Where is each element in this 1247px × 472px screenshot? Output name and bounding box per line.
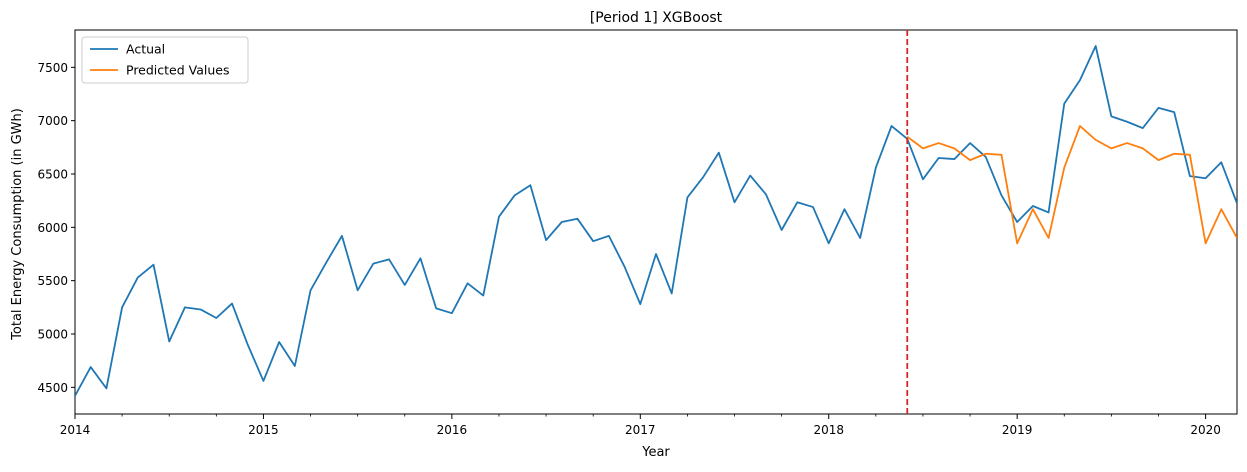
y-tick-label: 6500 xyxy=(37,168,68,182)
series-line-predicted xyxy=(906,125,1237,245)
x-tick-label: 2017 xyxy=(625,423,656,437)
plot-area: 4500 5000 5500 6000 6500 7000 7500 2014 2015 2016… xyxy=(37,29,1238,437)
x-tick-label: 2020 xyxy=(1190,423,1221,437)
legend-label: Predicted Values xyxy=(126,63,230,78)
y-tick-label: 7500 xyxy=(37,61,68,75)
plot-frame xyxy=(74,29,1238,415)
y-tick-label: 5500 xyxy=(37,274,68,288)
y-tick-label: 6000 xyxy=(37,221,68,235)
y-axis-title: Total Energy Consumption (in GWh) xyxy=(10,108,25,341)
y-tick-label: 4500 xyxy=(37,381,68,395)
x-axis-title: Year xyxy=(641,445,670,460)
legend-box xyxy=(81,36,249,84)
x-tick-label: 2019 xyxy=(1002,423,1033,437)
legend: Actual Predicted Values xyxy=(81,36,249,84)
y-tick-label: 7000 xyxy=(37,114,68,128)
y-tick-label: 5000 xyxy=(37,328,68,342)
legend-label: Actual xyxy=(126,42,165,57)
x-tick-label: 2014 xyxy=(60,423,91,437)
x-tick-label: 2015 xyxy=(248,423,279,437)
chart-title: [Period 1] XGBoost xyxy=(590,10,723,26)
series-line-actual xyxy=(75,45,1237,397)
x-tick-label: 2018 xyxy=(813,423,844,437)
x-tick-label: 2016 xyxy=(437,423,468,437)
